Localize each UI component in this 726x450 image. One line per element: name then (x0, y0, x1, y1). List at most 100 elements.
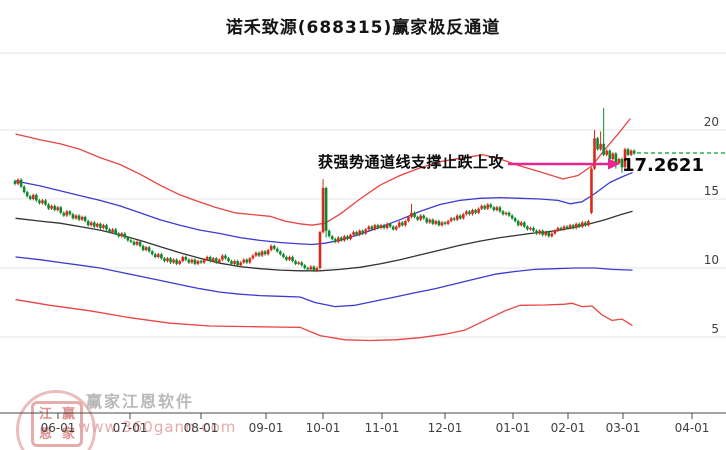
candle (443, 221, 447, 226)
candle (559, 226, 563, 231)
candle (465, 210, 468, 216)
candle (340, 236, 343, 242)
candle (617, 157, 621, 165)
candle (535, 229, 538, 235)
candle (373, 223, 377, 231)
candle (190, 258, 194, 264)
candle (32, 193, 35, 201)
candle (282, 252, 285, 259)
candle (59, 205, 63, 215)
y-tick-label: 15 (704, 184, 719, 198)
candle (507, 211, 511, 217)
candle (489, 203, 493, 209)
candle (89, 221, 93, 227)
candle (208, 255, 212, 263)
candle (474, 208, 477, 215)
candle (132, 240, 136, 246)
candle (391, 225, 395, 231)
candle (394, 225, 398, 231)
candle (218, 258, 221, 264)
candle (83, 215, 87, 223)
candle (300, 261, 303, 267)
channel-weak-line (15, 256, 633, 308)
watermark-brand-text: 赢家江恩软件 (86, 392, 195, 411)
candle (562, 225, 566, 231)
candle (504, 211, 508, 216)
x-tick-label: 11-01 (365, 421, 400, 435)
candle (431, 218, 435, 226)
candle (236, 259, 239, 267)
candle (376, 223, 380, 230)
candle (526, 225, 529, 231)
candle (355, 230, 358, 237)
x-tick-label: 12-01 (428, 421, 463, 435)
candle (254, 251, 258, 257)
candle (382, 223, 386, 230)
candle (123, 232, 127, 239)
candle (108, 228, 111, 234)
candle (160, 252, 163, 260)
candle (574, 222, 578, 230)
candle (410, 203, 413, 219)
candle (401, 221, 404, 227)
x-tick-label: 04-01 (675, 421, 710, 435)
candle (596, 136, 599, 151)
candle (166, 257, 169, 263)
candle (80, 215, 84, 222)
candle (13, 179, 17, 186)
candles-down (13, 107, 636, 273)
candle (260, 250, 264, 257)
candle (632, 149, 636, 155)
x-tick-label: 07-01 (113, 421, 148, 435)
channel-strong-line (15, 172, 633, 246)
candle (41, 199, 44, 205)
candle (513, 216, 517, 223)
candle (510, 214, 514, 220)
candle (245, 258, 249, 264)
candle (437, 219, 441, 227)
x-tick-label: 08-01 (184, 421, 219, 435)
candle (321, 179, 325, 234)
candle (379, 223, 383, 230)
candle (416, 215, 419, 222)
candle (102, 223, 105, 230)
candle (468, 210, 471, 216)
candle (62, 211, 66, 217)
candle (577, 222, 581, 228)
candle (553, 229, 557, 235)
candle (330, 234, 334, 241)
candle (68, 210, 72, 216)
candle (251, 254, 255, 260)
candle (568, 223, 572, 230)
candle (346, 234, 349, 241)
candle (269, 244, 273, 252)
candle (86, 219, 90, 227)
candle (154, 252, 157, 259)
candle (404, 219, 407, 227)
candle (620, 157, 624, 173)
candle (35, 193, 38, 202)
candle (333, 237, 337, 244)
candle (581, 221, 584, 228)
candle (571, 223, 575, 230)
candle (599, 131, 602, 151)
candle (175, 258, 178, 266)
candle (501, 210, 505, 216)
candle (224, 254, 227, 260)
candle (605, 149, 608, 157)
candle (53, 204, 56, 212)
candle (291, 255, 294, 263)
candle (230, 259, 233, 266)
y-tick-label: 20 (704, 115, 719, 129)
candle (135, 240, 139, 246)
candle (187, 258, 191, 264)
candle (495, 205, 499, 212)
candle (584, 221, 587, 227)
candle (492, 205, 496, 212)
candle (349, 233, 352, 241)
candle (315, 266, 319, 273)
candle (19, 178, 23, 188)
y-tick-label: 5 (711, 322, 719, 336)
candle (47, 203, 50, 210)
